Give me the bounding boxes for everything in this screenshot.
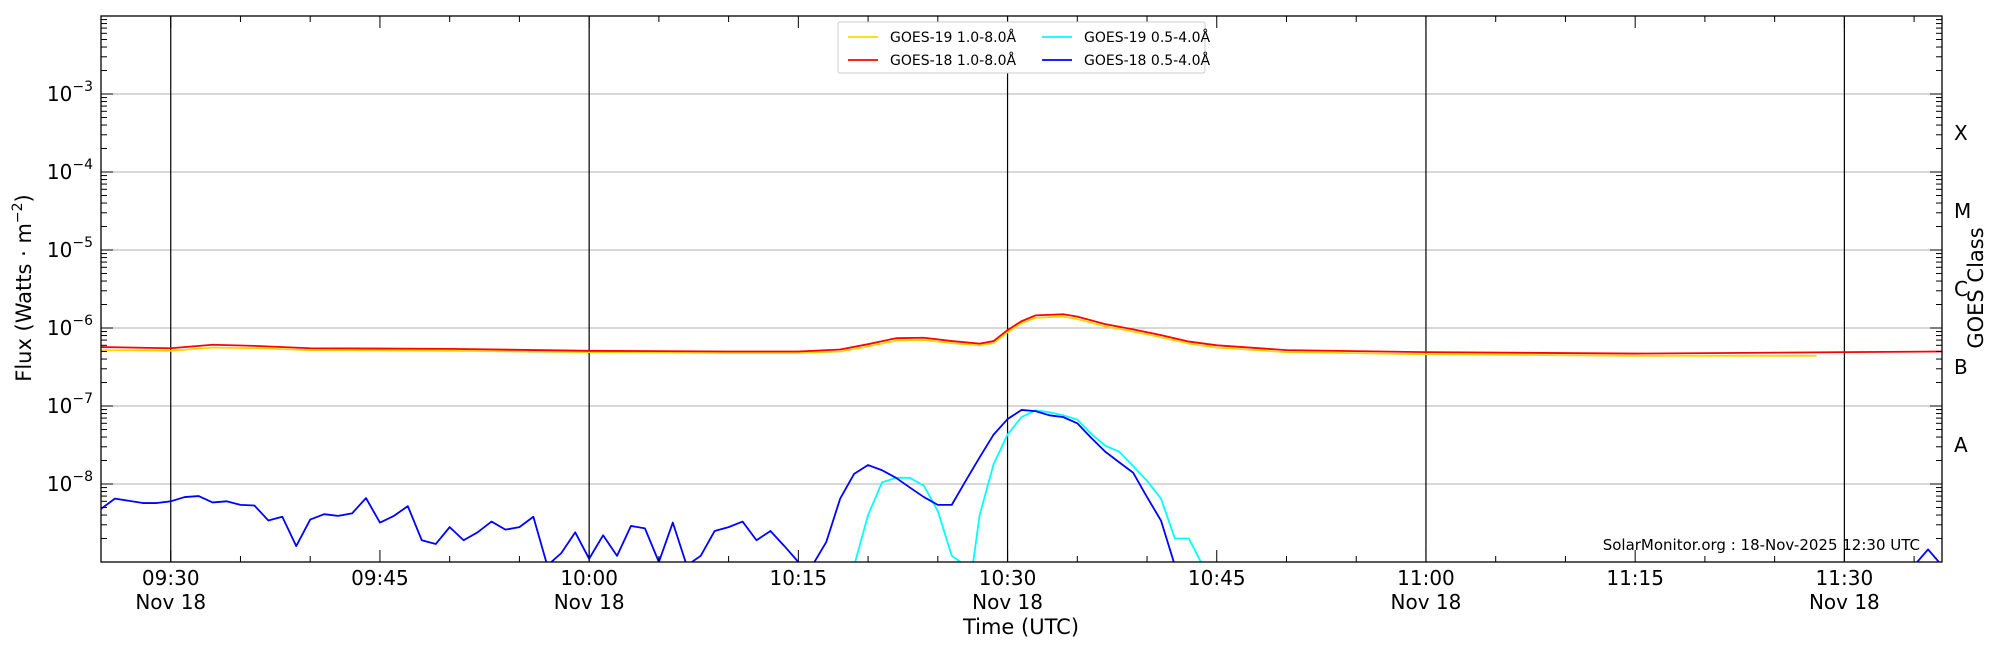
vertical-lines	[170, 16, 1845, 562]
x-tick-label-6: 11:00	[1397, 566, 1455, 590]
goes-class-label-m: M	[1954, 199, 1971, 223]
x-tick-label-4: 10:30	[979, 566, 1037, 590]
goes-class-label-c: C	[1954, 277, 1968, 301]
series-line-1	[101, 313, 1942, 355]
x-tick-date-4: Nov 18	[972, 590, 1043, 614]
x-tick-date-2: Nov 18	[554, 590, 625, 614]
goes-class-axis-title: GOES Class	[1964, 227, 1988, 348]
x-tick-label-3: 10:15	[770, 566, 828, 590]
series-line-0	[101, 315, 1817, 357]
goes-class-label-x: X	[1954, 121, 1968, 145]
legend-frame	[837, 21, 1206, 74]
grid-layer	[101, 93, 1942, 485]
x-tick-label-2: 10:00	[560, 566, 618, 590]
plot-frame	[100, 15, 1943, 563]
y-tick-label-3: 10−5	[47, 235, 93, 262]
y-axis-title: Flux (Watts · m−2)	[10, 194, 36, 382]
legend: GOES-19 1.0-8.0Å GOES-18 1.0-8.0Å GOES-19 …	[837, 21, 1210, 74]
legend-label-2: GOES-19 0.5-4.0Å	[1084, 29, 1210, 46]
y-tick-label-1: 10−7	[47, 391, 93, 418]
y-tick-label-5: 10−3	[47, 79, 93, 106]
series-line-2	[854, 409, 1202, 562]
series-layer	[101, 313, 1942, 562]
goes-class-label-a: A	[1954, 433, 1968, 457]
x-tick-label-5: 10:45	[1188, 566, 1246, 590]
y-tick-label-2: 10−6	[47, 313, 93, 340]
x-tick-label-7: 11:15	[1606, 566, 1664, 590]
y-tick-label-4: 10−4	[47, 157, 93, 184]
x-tick-date-0: Nov 18	[135, 590, 206, 614]
x-tick-label-8: 11:30	[1816, 566, 1874, 590]
legend-label-1: GOES-18 1.0-8.0Å	[890, 52, 1016, 69]
y-tick-label-0: 10−8	[47, 469, 93, 496]
series-line-3	[101, 409, 1941, 562]
legend-label-3: GOES-18 0.5-4.0Å	[1084, 52, 1210, 69]
x-axis-title: Time (UTC)	[962, 615, 1079, 639]
goes-class-label-b: B	[1954, 355, 1968, 379]
x-tick-label-0: 09:30	[142, 566, 200, 590]
x-tick-date-6: Nov 18	[1391, 590, 1462, 614]
x-tick-label-1: 09:45	[351, 566, 409, 590]
solarmonitor-credit: SolarMonitor.org : 18-Nov-2025 12:30 UTC	[1603, 536, 1920, 554]
legend-label-0: GOES-19 1.0-8.0Å	[890, 29, 1016, 46]
tick-layer	[100, 16, 1942, 562]
x-tick-date-8: Nov 18	[1809, 590, 1880, 614]
